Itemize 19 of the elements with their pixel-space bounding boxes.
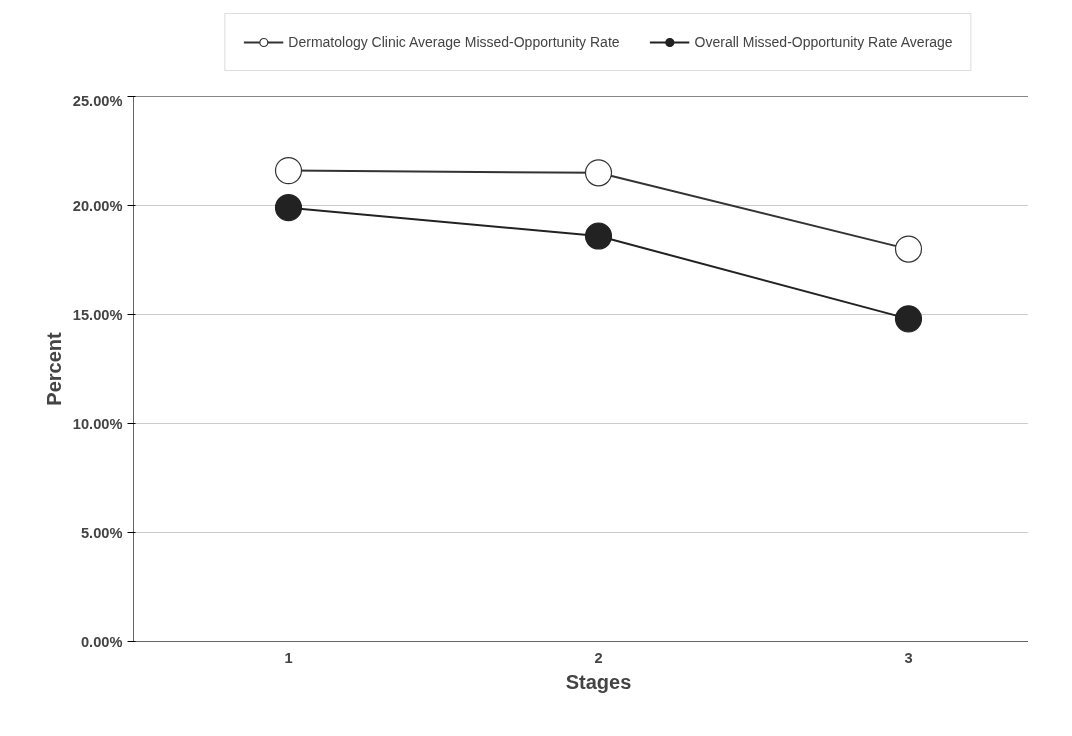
y-tick-label: 20.00% <box>72 197 123 214</box>
x-tick-label: 1 <box>284 649 293 666</box>
point <box>584 159 613 187</box>
x-tick-label: 2 <box>594 649 603 666</box>
y-tick-label: 15.00% <box>72 306 123 323</box>
point <box>894 305 923 333</box>
x-tick-label: 3 <box>904 649 913 666</box>
y-axis-title: Percent <box>42 331 65 406</box>
y-tick-label: 10.00% <box>72 415 123 432</box>
point <box>894 235 923 263</box>
y-tick-label: 0.00% <box>80 633 123 650</box>
point <box>274 157 303 185</box>
x-axis-title: Stages <box>565 670 632 693</box>
legend-label: Overall Missed-Opportunity Rate Average <box>694 34 953 50</box>
legend-label: Dermatology Clinic Average Missed-Opportunity Rate <box>288 34 620 50</box>
point <box>274 194 303 222</box>
y-tick-label: 5.00% <box>80 524 123 541</box>
point <box>584 222 613 250</box>
y-tick-label: 25.00% <box>72 92 123 109</box>
